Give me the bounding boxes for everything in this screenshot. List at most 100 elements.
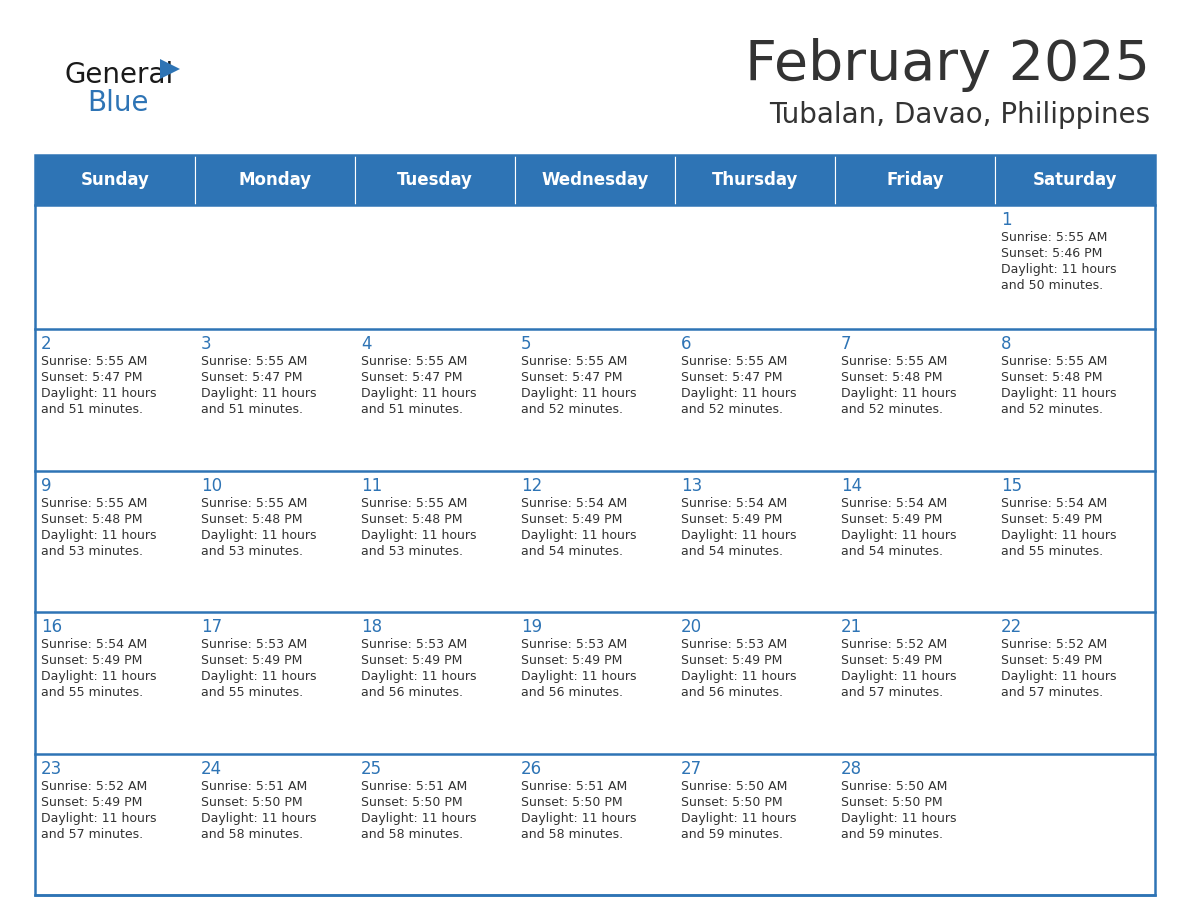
Text: Sunrise: 5:54 AM: Sunrise: 5:54 AM [522,497,627,509]
Text: Daylight: 11 hours: Daylight: 11 hours [1001,263,1117,276]
Text: Sunset: 5:47 PM: Sunset: 5:47 PM [522,371,623,385]
Text: Sunrise: 5:51 AM: Sunrise: 5:51 AM [201,779,308,792]
Text: Sunset: 5:50 PM: Sunset: 5:50 PM [841,796,942,809]
Text: 21: 21 [841,618,862,636]
Text: and 55 minutes.: and 55 minutes. [201,686,303,700]
Text: and 59 minutes.: and 59 minutes. [681,827,783,841]
Text: Daylight: 11 hours: Daylight: 11 hours [1001,670,1117,683]
Text: Sunrise: 5:55 AM: Sunrise: 5:55 AM [1001,355,1107,368]
Text: Daylight: 11 hours: Daylight: 11 hours [1001,387,1117,400]
Bar [195,612,355,754]
Text: Sunset: 5:49 PM: Sunset: 5:49 PM [841,655,942,667]
Text: and 55 minutes.: and 55 minutes. [1001,544,1104,557]
Text: and 58 minutes.: and 58 minutes. [522,827,624,841]
Text: Sunset: 5:49 PM: Sunset: 5:49 PM [681,655,783,667]
Text: 11: 11 [361,476,383,495]
Bar [675,754,835,895]
Text: and 56 minutes.: and 56 minutes. [522,686,623,700]
Text: Sunset: 5:48 PM: Sunset: 5:48 PM [42,512,143,526]
Text: Daylight: 11 hours: Daylight: 11 hours [361,812,476,824]
Text: 6: 6 [681,335,691,353]
Text: Sunrise: 5:55 AM: Sunrise: 5:55 AM [681,355,788,368]
Text: Daylight: 11 hours: Daylight: 11 hours [681,529,796,542]
Text: and 56 minutes.: and 56 minutes. [681,686,783,700]
Bar [34,155,1155,895]
Text: Sunset: 5:49 PM: Sunset: 5:49 PM [42,655,143,667]
Text: 10: 10 [201,476,222,495]
Bar [195,754,355,895]
Bar [996,330,1155,471]
Text: 9: 9 [42,476,51,495]
Text: Sunset: 5:49 PM: Sunset: 5:49 PM [522,512,623,526]
Text: Daylight: 11 hours: Daylight: 11 hours [522,529,637,542]
Text: 15: 15 [1001,476,1022,495]
Text: Sunset: 5:49 PM: Sunset: 5:49 PM [361,655,462,667]
Text: Sunrise: 5:55 AM: Sunrise: 5:55 AM [1001,231,1107,244]
Text: Sunrise: 5:55 AM: Sunrise: 5:55 AM [201,355,308,368]
Text: Tuesday: Tuesday [397,171,473,189]
Text: Daylight: 11 hours: Daylight: 11 hours [681,387,796,400]
Text: Sunrise: 5:50 AM: Sunrise: 5:50 AM [841,779,947,792]
Bar [675,330,835,471]
Text: Sunrise: 5:54 AM: Sunrise: 5:54 AM [681,497,788,509]
Text: Sunrise: 5:51 AM: Sunrise: 5:51 AM [522,779,627,792]
Bar [516,612,675,754]
Bar [516,471,675,612]
Text: and 55 minutes.: and 55 minutes. [42,686,143,700]
Text: and 58 minutes.: and 58 minutes. [201,827,303,841]
Text: Sunrise: 5:53 AM: Sunrise: 5:53 AM [361,638,467,651]
Bar [835,205,996,330]
Text: and 52 minutes.: and 52 minutes. [522,403,623,416]
Bar [355,330,516,471]
Text: Daylight: 11 hours: Daylight: 11 hours [42,812,157,824]
Text: 26: 26 [522,759,542,778]
Text: Sunset: 5:46 PM: Sunset: 5:46 PM [1001,247,1102,260]
Bar [835,471,996,612]
Text: February 2025: February 2025 [745,38,1150,92]
Text: Wednesday: Wednesday [542,171,649,189]
Text: and 51 minutes.: and 51 minutes. [201,403,303,416]
Text: and 59 minutes.: and 59 minutes. [841,827,943,841]
Text: 27: 27 [681,759,702,778]
Text: 8: 8 [1001,335,1011,353]
Text: Daylight: 11 hours: Daylight: 11 hours [522,812,637,824]
Text: and 52 minutes.: and 52 minutes. [841,403,943,416]
Text: Sunrise: 5:54 AM: Sunrise: 5:54 AM [1001,497,1107,509]
Text: Sunset: 5:49 PM: Sunset: 5:49 PM [841,512,942,526]
Bar [835,612,996,754]
Text: and 57 minutes.: and 57 minutes. [841,686,943,700]
Text: Sunset: 5:49 PM: Sunset: 5:49 PM [42,796,143,809]
Bar [996,205,1155,330]
Text: and 52 minutes.: and 52 minutes. [681,403,783,416]
Text: 22: 22 [1001,618,1022,636]
Text: Daylight: 11 hours: Daylight: 11 hours [522,670,637,683]
Bar [34,754,195,895]
Text: Sunset: 5:47 PM: Sunset: 5:47 PM [42,371,143,385]
Bar [34,612,195,754]
Text: 7: 7 [841,335,852,353]
Text: Sunrise: 5:54 AM: Sunrise: 5:54 AM [42,638,147,651]
Text: Daylight: 11 hours: Daylight: 11 hours [42,670,157,683]
Bar [195,471,355,612]
Text: and 57 minutes.: and 57 minutes. [1001,686,1104,700]
Bar [195,330,355,471]
Text: and 51 minutes.: and 51 minutes. [42,403,143,416]
Text: Sunrise: 5:52 AM: Sunrise: 5:52 AM [841,638,947,651]
Text: 2: 2 [42,335,51,353]
Text: 5: 5 [522,335,531,353]
Text: Sunrise: 5:50 AM: Sunrise: 5:50 AM [681,779,788,792]
Bar [355,471,516,612]
Text: 20: 20 [681,618,702,636]
Text: Daylight: 11 hours: Daylight: 11 hours [42,529,157,542]
Bar [835,754,996,895]
Text: Sunrise: 5:55 AM: Sunrise: 5:55 AM [361,355,467,368]
Text: Daylight: 11 hours: Daylight: 11 hours [361,387,476,400]
Text: and 54 minutes.: and 54 minutes. [681,544,783,557]
Text: 24: 24 [201,759,222,778]
Text: Daylight: 11 hours: Daylight: 11 hours [1001,529,1117,542]
Text: 3: 3 [201,335,211,353]
Text: Tubalan, Davao, Philippines: Tubalan, Davao, Philippines [769,101,1150,129]
Text: Daylight: 11 hours: Daylight: 11 hours [522,387,637,400]
Bar [355,205,516,330]
Text: Thursday: Thursday [712,171,798,189]
